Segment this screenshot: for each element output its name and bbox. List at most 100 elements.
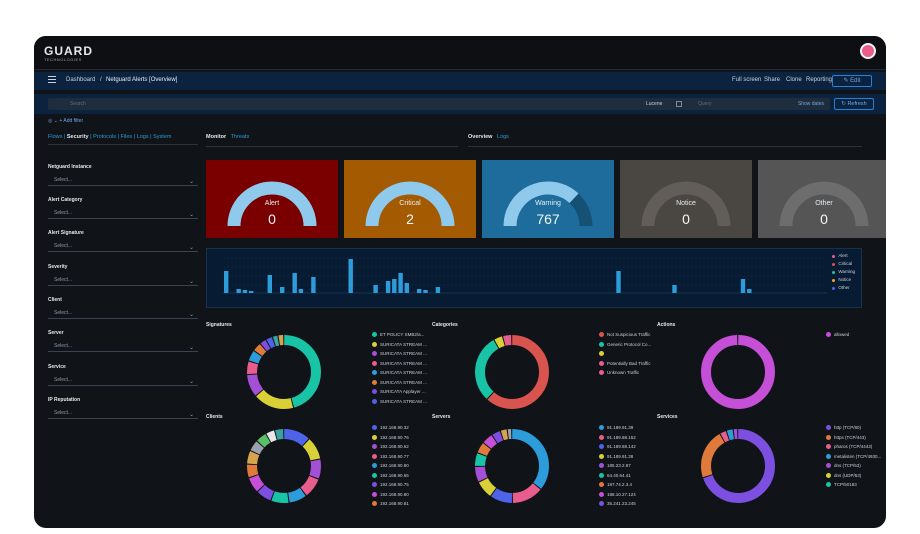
histogram-bar[interactable]: [392, 279, 397, 293]
legend-item[interactable]: 185.23.2.87: [599, 461, 636, 471]
gauge-critical[interactable]: Critical 2: [344, 160, 476, 238]
legend-item[interactable]: Not Suspicious Traffic: [599, 330, 651, 340]
avatar[interactable]: [860, 43, 876, 59]
legend-item[interactable]: 188.10.27.124: [599, 490, 636, 500]
donut-slice[interactable]: [247, 429, 321, 503]
donut-chart[interactable]: [700, 428, 776, 504]
histogram-bar[interactable]: [672, 285, 677, 293]
nav-files[interactable]: Files: [120, 134, 133, 140]
histogram-bar[interactable]: [298, 289, 304, 293]
donut-slice[interactable]: [247, 335, 321, 409]
edit-button[interactable]: ✎ Edit: [832, 75, 872, 87]
donut-chart[interactable]: [474, 428, 550, 504]
histogram-bar[interactable]: [385, 281, 391, 293]
histogram-bar[interactable]: [417, 289, 422, 293]
legend-item[interactable]: Generic Protocol Co...: [599, 340, 651, 350]
histogram-bar[interactable]: [740, 279, 746, 293]
donut-chart[interactable]: [474, 334, 550, 410]
gauge-alert[interactable]: Alert 0: [206, 160, 338, 238]
chevron-down-icon[interactable]: ⌄: [188, 412, 194, 418]
reporting-link[interactable]: Reporting: [806, 77, 833, 83]
tab-threats[interactable]: Threats: [230, 134, 250, 140]
nav-system[interactable]: System: [153, 134, 172, 140]
legend-item[interactable]: SURICATA STREAM ...: [372, 397, 427, 407]
legend-item[interactable]: 192.168.90.80: [372, 490, 409, 500]
legend-item[interactable]: 91.189.91.39: [599, 423, 636, 433]
menu-icon[interactable]: [48, 76, 56, 84]
filter-field-select[interactable]: Select... ⌄: [48, 274, 198, 286]
gauge-other[interactable]: Other 0: [758, 160, 886, 238]
tab-monitor[interactable]: Monitor: [206, 134, 227, 140]
legend-item[interactable]: 192.168.90.76: [372, 433, 409, 443]
breadcrumb-dashboard[interactable]: Dashboard: [66, 77, 96, 83]
histogram-bar[interactable]: [280, 287, 285, 293]
search-input[interactable]: Search: [48, 98, 708, 110]
histogram-bar[interactable]: [435, 287, 441, 293]
legend-item[interactable]: Critical: [832, 260, 855, 268]
legend-item[interactable]: SURICATA STREAM ...: [372, 349, 427, 359]
filter-field-select[interactable]: Select... ⌄: [48, 340, 198, 352]
legend-item[interactable]: pharos (TCP/4443): [826, 442, 881, 452]
legend-item[interactable]: 192.168.90.81: [372, 499, 409, 509]
tab-overview[interactable]: Overview: [468, 134, 493, 140]
legend-item[interactable]: dns (TCP/53): [826, 461, 881, 471]
nav-flows[interactable]: Flows: [48, 134, 63, 140]
histogram-bar[interactable]: [404, 283, 409, 293]
donut-slice[interactable]: [475, 335, 549, 409]
nav-logs[interactable]: Logs: [136, 134, 149, 140]
legend-item[interactable]: http (TCP/80): [826, 423, 881, 433]
donut-slice[interactable]: [247, 335, 321, 409]
legend-item[interactable]: 192.168.90.75: [372, 480, 409, 490]
chevron-down-icon[interactable]: ⌄: [188, 279, 194, 285]
legend-item[interactable]: Warning: [832, 268, 855, 276]
legend-item[interactable]: dns (UDP/53): [826, 471, 881, 481]
histogram-bar[interactable]: [292, 273, 297, 293]
gauge-warning[interactable]: Warning 767: [482, 160, 614, 238]
histogram-bar[interactable]: [248, 291, 254, 293]
calendar-icon[interactable]: [676, 101, 682, 107]
legend-item[interactable]: Potentially Bad Traffic: [599, 359, 651, 369]
legend-item[interactable]: SURICATA STREAM ...: [372, 368, 427, 378]
legend-item[interactable]: 192.168.90.62: [372, 442, 409, 452]
histogram-bar[interactable]: [311, 277, 316, 293]
legend-item[interactable]: allowed: [826, 330, 849, 340]
donut-slice[interactable]: [475, 335, 549, 409]
donut-slice[interactable]: [475, 429, 549, 503]
legend-item[interactable]: Alert: [832, 252, 855, 260]
chevron-down-icon[interactable]: ⌄: [188, 212, 194, 218]
histogram-bar[interactable]: [747, 289, 752, 293]
filter-field-select[interactable]: Select... ⌄: [48, 374, 198, 386]
tab-logs[interactable]: Logs: [496, 134, 509, 140]
legend-item[interactable]: 192.168.90.65: [372, 471, 409, 481]
chevron-down-icon[interactable]: ⌄: [188, 345, 194, 351]
histogram-bar[interactable]: [423, 290, 428, 293]
legend-item[interactable]: SURICATA STREAM ...: [372, 359, 427, 369]
filter-options-icon[interactable]: ◎ ⌄: [48, 118, 60, 124]
donut-slice[interactable]: [701, 335, 775, 409]
filter-field-select[interactable]: Select... ⌄: [48, 407, 198, 419]
filter-field-select[interactable]: Select... ⌄: [48, 207, 198, 219]
histogram-bar[interactable]: [236, 289, 241, 293]
share-link[interactable]: Share: [764, 77, 781, 83]
legend-item[interactable]: 187.74.2.3.4: [599, 480, 636, 490]
donut-slice[interactable]: [701, 429, 775, 503]
histogram-bar[interactable]: [224, 271, 229, 293]
filter-field-select[interactable]: Select... ⌄: [48, 307, 198, 319]
donut-slice[interactable]: [247, 429, 321, 503]
query-language-toggle[interactable]: Lucene: [646, 101, 663, 107]
chevron-down-icon[interactable]: ⌄: [188, 379, 194, 385]
legend-item[interactable]: Notice: [832, 276, 855, 284]
donut-slice[interactable]: [247, 335, 321, 409]
refresh-button[interactable]: ↻ Refresh: [834, 98, 874, 110]
histogram-bar[interactable]: [242, 290, 248, 293]
legend-item[interactable]: Other: [832, 284, 855, 292]
donut-chart[interactable]: [246, 334, 322, 410]
legend-item[interactable]: 91.189.91.38: [599, 452, 636, 462]
histogram-bar[interactable]: [348, 259, 353, 293]
legend-item[interactable]: metalisten (TCP/4930...: [826, 452, 881, 462]
nav-security[interactable]: Security: [66, 134, 89, 140]
legend-item[interactable]: ET POLICY SMB2/a...: [372, 330, 427, 340]
legend-item[interactable]: 192.168.90.32: [372, 423, 409, 433]
donut-slice[interactable]: [701, 429, 775, 503]
nav-protocols[interactable]: Protocols: [93, 134, 117, 140]
